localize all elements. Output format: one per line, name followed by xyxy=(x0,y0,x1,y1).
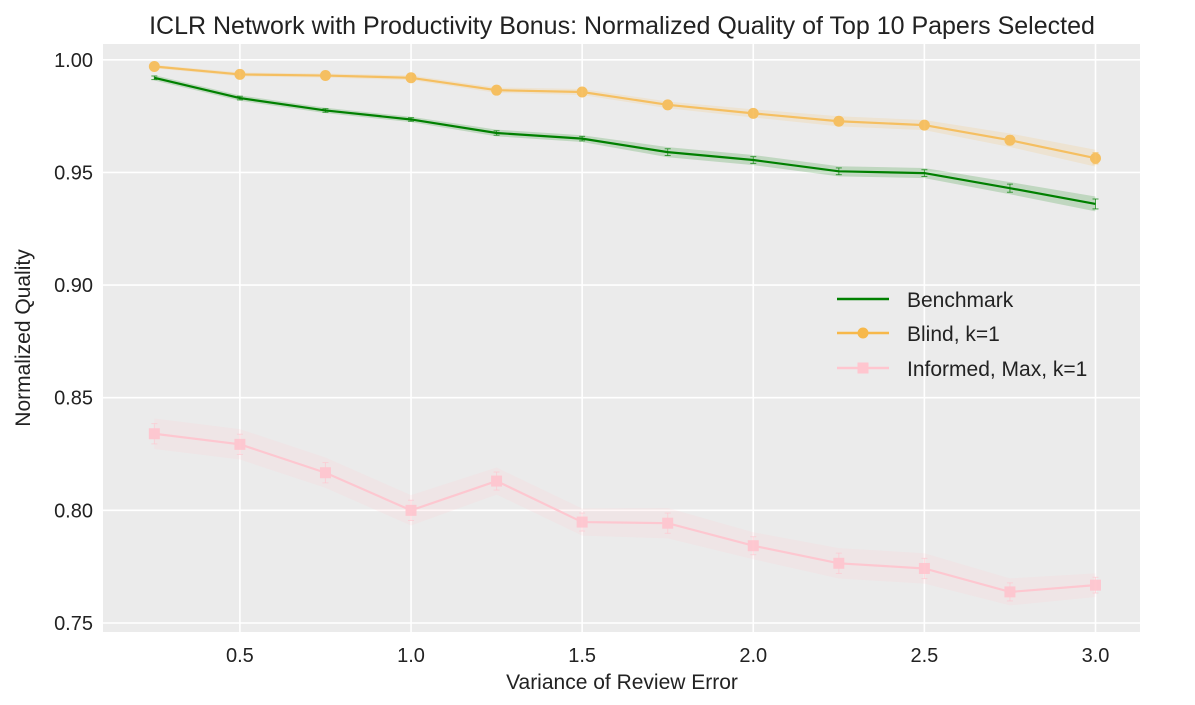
data-point xyxy=(491,475,503,487)
data-point xyxy=(491,84,503,96)
data-point xyxy=(1004,134,1016,146)
data-point xyxy=(576,516,588,528)
error-bar xyxy=(151,75,158,81)
error-bar xyxy=(408,117,415,122)
error-bar xyxy=(493,130,500,136)
data-point xyxy=(405,504,417,516)
data-point xyxy=(234,438,246,450)
x-tick-label: 0.5 xyxy=(226,645,254,667)
data-point xyxy=(747,540,759,552)
series-line xyxy=(154,76,1096,206)
confidence-band xyxy=(154,418,1096,606)
plot-area xyxy=(103,44,1140,632)
legend-entry-benchmark: Benchmark xyxy=(837,289,1014,312)
series-informed-max-k-1 xyxy=(148,418,1102,606)
chart-title: ICLR Network with Productivity Bonus: No… xyxy=(149,12,1095,40)
data-point xyxy=(662,99,674,111)
data-point xyxy=(234,68,246,80)
data-point xyxy=(1090,152,1102,164)
series-benchmark xyxy=(151,75,1099,212)
error-bar xyxy=(579,135,586,142)
data-point xyxy=(1004,586,1016,598)
data-point xyxy=(148,61,160,73)
legend: Benchmark Blind, k=1 Informed, Max, k=1 xyxy=(837,289,1087,381)
series-blind-k-1 xyxy=(148,61,1102,167)
y-tick-label: 0.75 xyxy=(54,613,93,635)
y-axis-label: Normalized Quality xyxy=(12,249,35,427)
data-point xyxy=(833,557,845,569)
data-point xyxy=(576,86,588,98)
grid xyxy=(103,44,1140,632)
error-bar xyxy=(750,156,757,164)
y-tick-label: 0.80 xyxy=(54,500,93,522)
x-tick-label: 3.0 xyxy=(1082,645,1110,667)
data-point xyxy=(747,107,759,119)
data-point xyxy=(833,115,845,127)
legend-label-informed: Informed, Max, k=1 xyxy=(907,358,1087,381)
x-axis-label: Variance of Review Error xyxy=(506,671,738,694)
legend-label-benchmark: Benchmark xyxy=(907,289,1014,312)
data-point xyxy=(662,517,674,529)
error-bar xyxy=(236,95,243,101)
legend-marker-informed xyxy=(857,362,869,374)
data-point xyxy=(148,428,160,440)
data-point xyxy=(918,119,930,131)
data-point xyxy=(319,70,331,82)
error-bar xyxy=(835,167,842,176)
error-bar xyxy=(1006,183,1013,193)
error-bar xyxy=(322,108,329,113)
error-bar xyxy=(1092,198,1099,210)
x-tick-label: 2.0 xyxy=(739,645,767,667)
ticks-layer: 0.75 0.80 0.85 0.90 0.95 1.00 0.5 1.0 1.5 2.0 2.5 3… xyxy=(54,50,1109,667)
y-tick-label: 1.00 xyxy=(54,50,93,72)
series-line xyxy=(154,65,1096,160)
data-point xyxy=(405,72,417,84)
legend-marker-blind xyxy=(857,327,869,339)
data-point xyxy=(918,562,930,574)
legend-entry-informed: Informed, Max, k=1 xyxy=(837,358,1087,381)
series-line xyxy=(154,432,1096,594)
x-tick-label: 1.5 xyxy=(568,645,596,667)
y-tick-label: 0.90 xyxy=(54,275,93,297)
y-tick-label: 0.85 xyxy=(54,388,93,410)
data-point xyxy=(1090,579,1102,591)
x-tick-label: 2.5 xyxy=(910,645,938,667)
x-tick-label: 1.0 xyxy=(397,645,425,667)
series-layer xyxy=(148,61,1102,606)
error-bar xyxy=(921,169,928,177)
legend-label-blind: Blind, k=1 xyxy=(907,323,1000,346)
legend-entry-blind: Blind, k=1 xyxy=(837,323,1000,346)
y-tick-label: 0.95 xyxy=(54,162,93,184)
data-point xyxy=(319,467,331,479)
confidence-band xyxy=(154,75,1096,212)
error-bar xyxy=(664,148,671,157)
